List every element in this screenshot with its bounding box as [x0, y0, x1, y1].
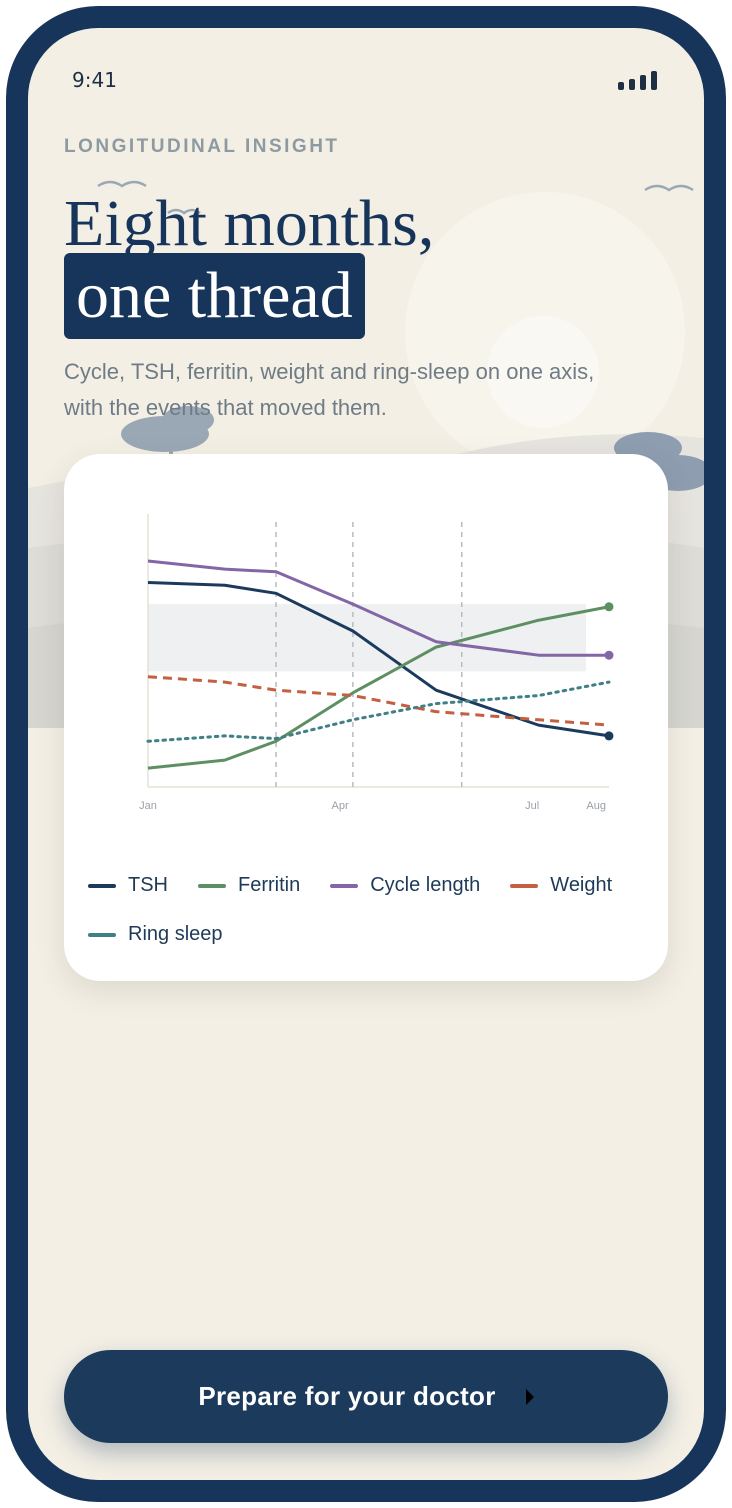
legend-label: Weight [550, 874, 613, 896]
legend-swatch [510, 883, 539, 888]
series-line [147, 675, 610, 727]
cta-button[interactable]: Prepare for your doctor [64, 1350, 668, 1443]
legend-item: Ring sleep [88, 923, 223, 946]
cta-label[interactable]: Prepare for your doctor [198, 1381, 496, 1411]
x-tick-label: Jan [139, 800, 157, 812]
legend: TSH Ferritin Cycle length Weight Ring sleep [88, 874, 658, 946]
end-marker [604, 650, 614, 660]
legend-label: Ferritin [238, 874, 301, 896]
chart-card: Jan Apr Jul Aug TSH Ferritin Cycle length Weig… [64, 454, 668, 981]
legend-swatch [88, 883, 116, 888]
x-tick-label: Jul [525, 800, 539, 812]
title-highlight: one thread [64, 253, 365, 339]
title: Eight months, [64, 187, 435, 260]
legend-label: Cycle length [370, 874, 481, 896]
legend-swatch [88, 932, 116, 937]
series-line [147, 605, 610, 770]
subtitle: Cycle, TSH, ferritin, weight and ring-sl… [64, 359, 595, 420]
eyebrow: LONGITUDINAL INSIGHT [64, 136, 340, 157]
end-marker [604, 731, 614, 741]
x-tick-label: Apr [332, 800, 349, 812]
sun [487, 316, 599, 428]
legend-swatch [330, 883, 359, 888]
birds [97, 180, 694, 215]
reference-band [148, 604, 586, 672]
tree [121, 406, 214, 458]
chart: Jan Apr Jul Aug [139, 514, 614, 812]
legend-label: Ring sleep [128, 923, 223, 945]
legend-swatch [198, 883, 226, 888]
screen: 9:41 LONGITUDINAL INSIGHT Eight months, … [28, 28, 704, 1480]
cta-arrow[interactable] [525, 1388, 534, 1405]
series-line [147, 581, 610, 738]
x-tick-label: Aug [586, 800, 606, 812]
legend-label: TSH [128, 874, 168, 896]
legend-item: Weight [510, 874, 612, 897]
legend-item: Cycle length [330, 874, 480, 897]
legend-item: Ferritin [198, 874, 300, 897]
series-line [146, 680, 611, 743]
phone-frame: 9:41 LONGITUDINAL INSIGHT Eight months, … [6, 6, 726, 1502]
legend-item: TSH [88, 874, 168, 897]
end-marker [604, 602, 614, 612]
status-time: 9:41 [72, 68, 117, 92]
signal-icon [618, 71, 657, 90]
series-line [147, 559, 609, 657]
